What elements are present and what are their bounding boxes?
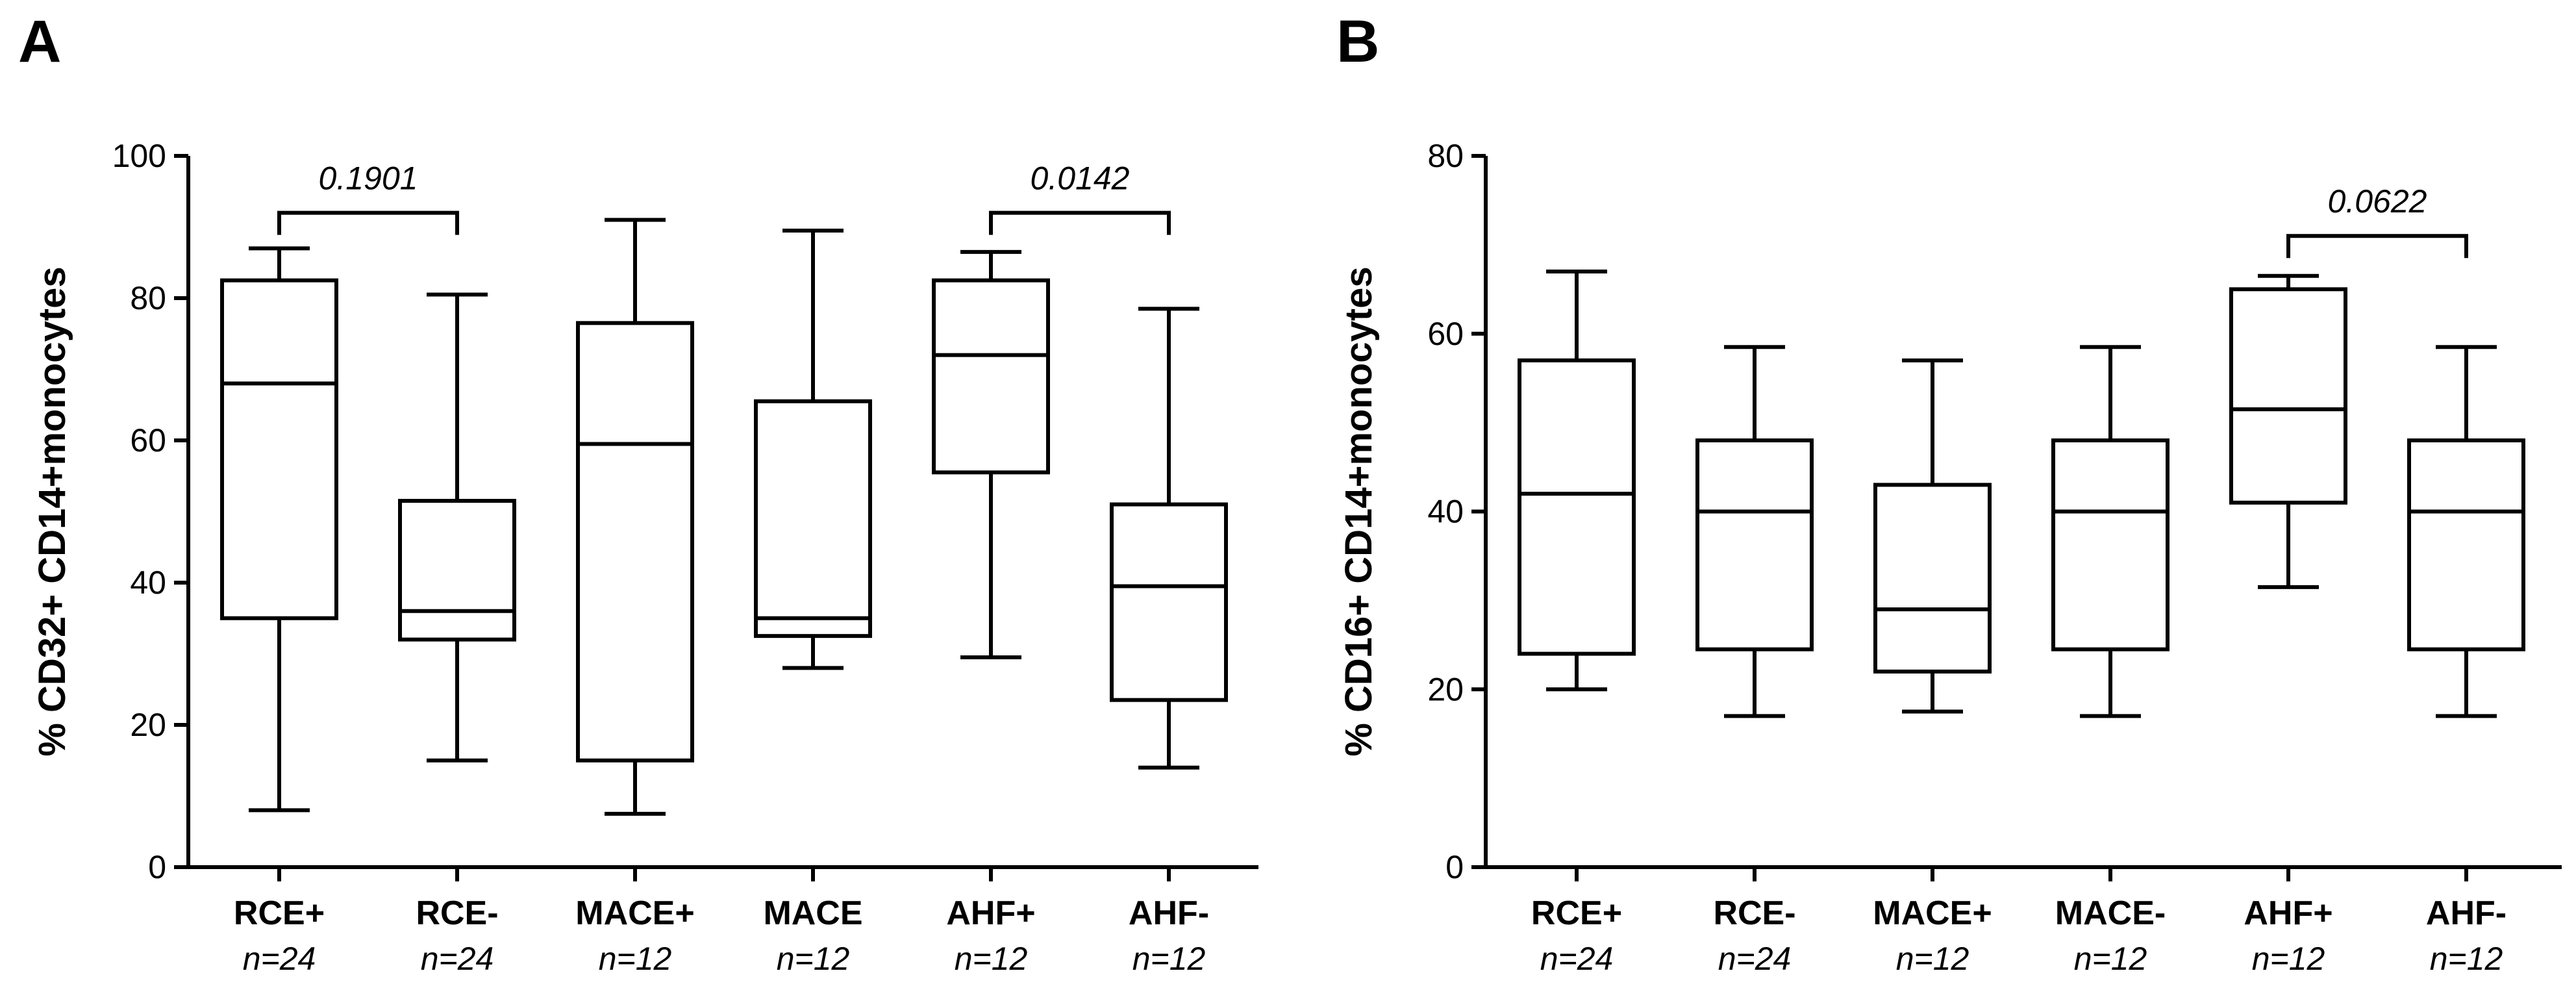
y-tick-label: 100	[112, 138, 166, 174]
x-category-label: AHF-	[2426, 894, 2507, 932]
panel-letter: B	[1336, 8, 1379, 75]
y-tick-label: 60	[1427, 316, 1464, 352]
sample-size-label: n=12	[2430, 941, 2503, 977]
panel-b: B % CD16+ CD14+monocytes 0 20 40 60 80 RCE+ n=24…	[1336, 8, 2562, 977]
y-axis-label: % CD16+ CD14+monocytes	[1338, 266, 1380, 756]
sample-size-label: n=12	[2252, 941, 2325, 977]
sample-size-label: n=24	[1540, 941, 1614, 977]
y-tick-label: 0	[148, 849, 166, 885]
sample-size-label: n=12	[1132, 941, 1206, 977]
box-iqr	[754, 399, 872, 638]
box-iqr	[932, 278, 1050, 475]
significance-bracket	[989, 210, 1171, 235]
y-tick-label: 20	[130, 707, 166, 743]
sample-size-label: n=24	[1718, 941, 1792, 977]
panel-letter: A	[18, 8, 61, 75]
y-tick-label: 40	[1427, 494, 1464, 530]
x-category-label: RCE-	[1713, 894, 1795, 932]
x-category-label: AHF-	[1129, 894, 1209, 932]
box-iqr	[576, 321, 694, 763]
y-tick-label: 60	[130, 422, 166, 459]
p-value-label: 0.0622	[2328, 183, 2427, 220]
box-iqr	[1873, 483, 1992, 674]
x-category-label: MACE	[763, 894, 862, 932]
sample-size-label: n=12	[1896, 941, 1970, 977]
box-iqr	[2051, 438, 2170, 651]
sample-size-label: n=12	[777, 941, 850, 977]
significance-bracket	[277, 210, 459, 235]
y-tick-label: 0	[1445, 849, 1464, 885]
box-iqr	[220, 278, 338, 620]
x-category-label: AHF+	[946, 894, 1035, 932]
x-category-label: MACE+	[1873, 894, 1992, 932]
y-tick-label: 40	[130, 564, 166, 601]
sample-size-label: n=24	[243, 941, 316, 977]
box-iqr	[1695, 438, 1814, 651]
box-iqr	[1518, 358, 1636, 656]
p-value-label: 0.1901	[319, 160, 418, 197]
x-category-label: MACE+	[575, 894, 694, 932]
box-iqr	[2407, 438, 2525, 651]
x-category-label: MACE-	[2055, 894, 2166, 932]
sample-size-label: n=12	[2074, 941, 2147, 977]
y-tick-label: 20	[1427, 671, 1464, 707]
p-value-label: 0.0142	[1031, 160, 1130, 197]
sample-size-label: n=12	[599, 941, 672, 977]
box-iqr	[1110, 502, 1228, 702]
significance-bracket	[2286, 234, 2468, 259]
x-category-label: RCE+	[234, 894, 325, 932]
box-iqr	[398, 499, 516, 642]
y-tick-label: 80	[130, 280, 166, 316]
sample-size-label: n=24	[421, 941, 494, 977]
y-axis-label: % CD32+ CD14+monocytes	[31, 266, 73, 756]
y-tick-label: 80	[1427, 138, 1464, 174]
x-category-label: AHF+	[2244, 894, 2332, 932]
sample-size-label: n=12	[955, 941, 1028, 977]
x-category-label: RCE+	[1531, 894, 1622, 932]
x-category-label: RCE-	[416, 894, 498, 932]
box-iqr	[2229, 287, 2347, 505]
panel-a: A % CD32+ CD14+monocytes 0 20 40 60 80 100 RCE+ n…	[18, 8, 1258, 977]
